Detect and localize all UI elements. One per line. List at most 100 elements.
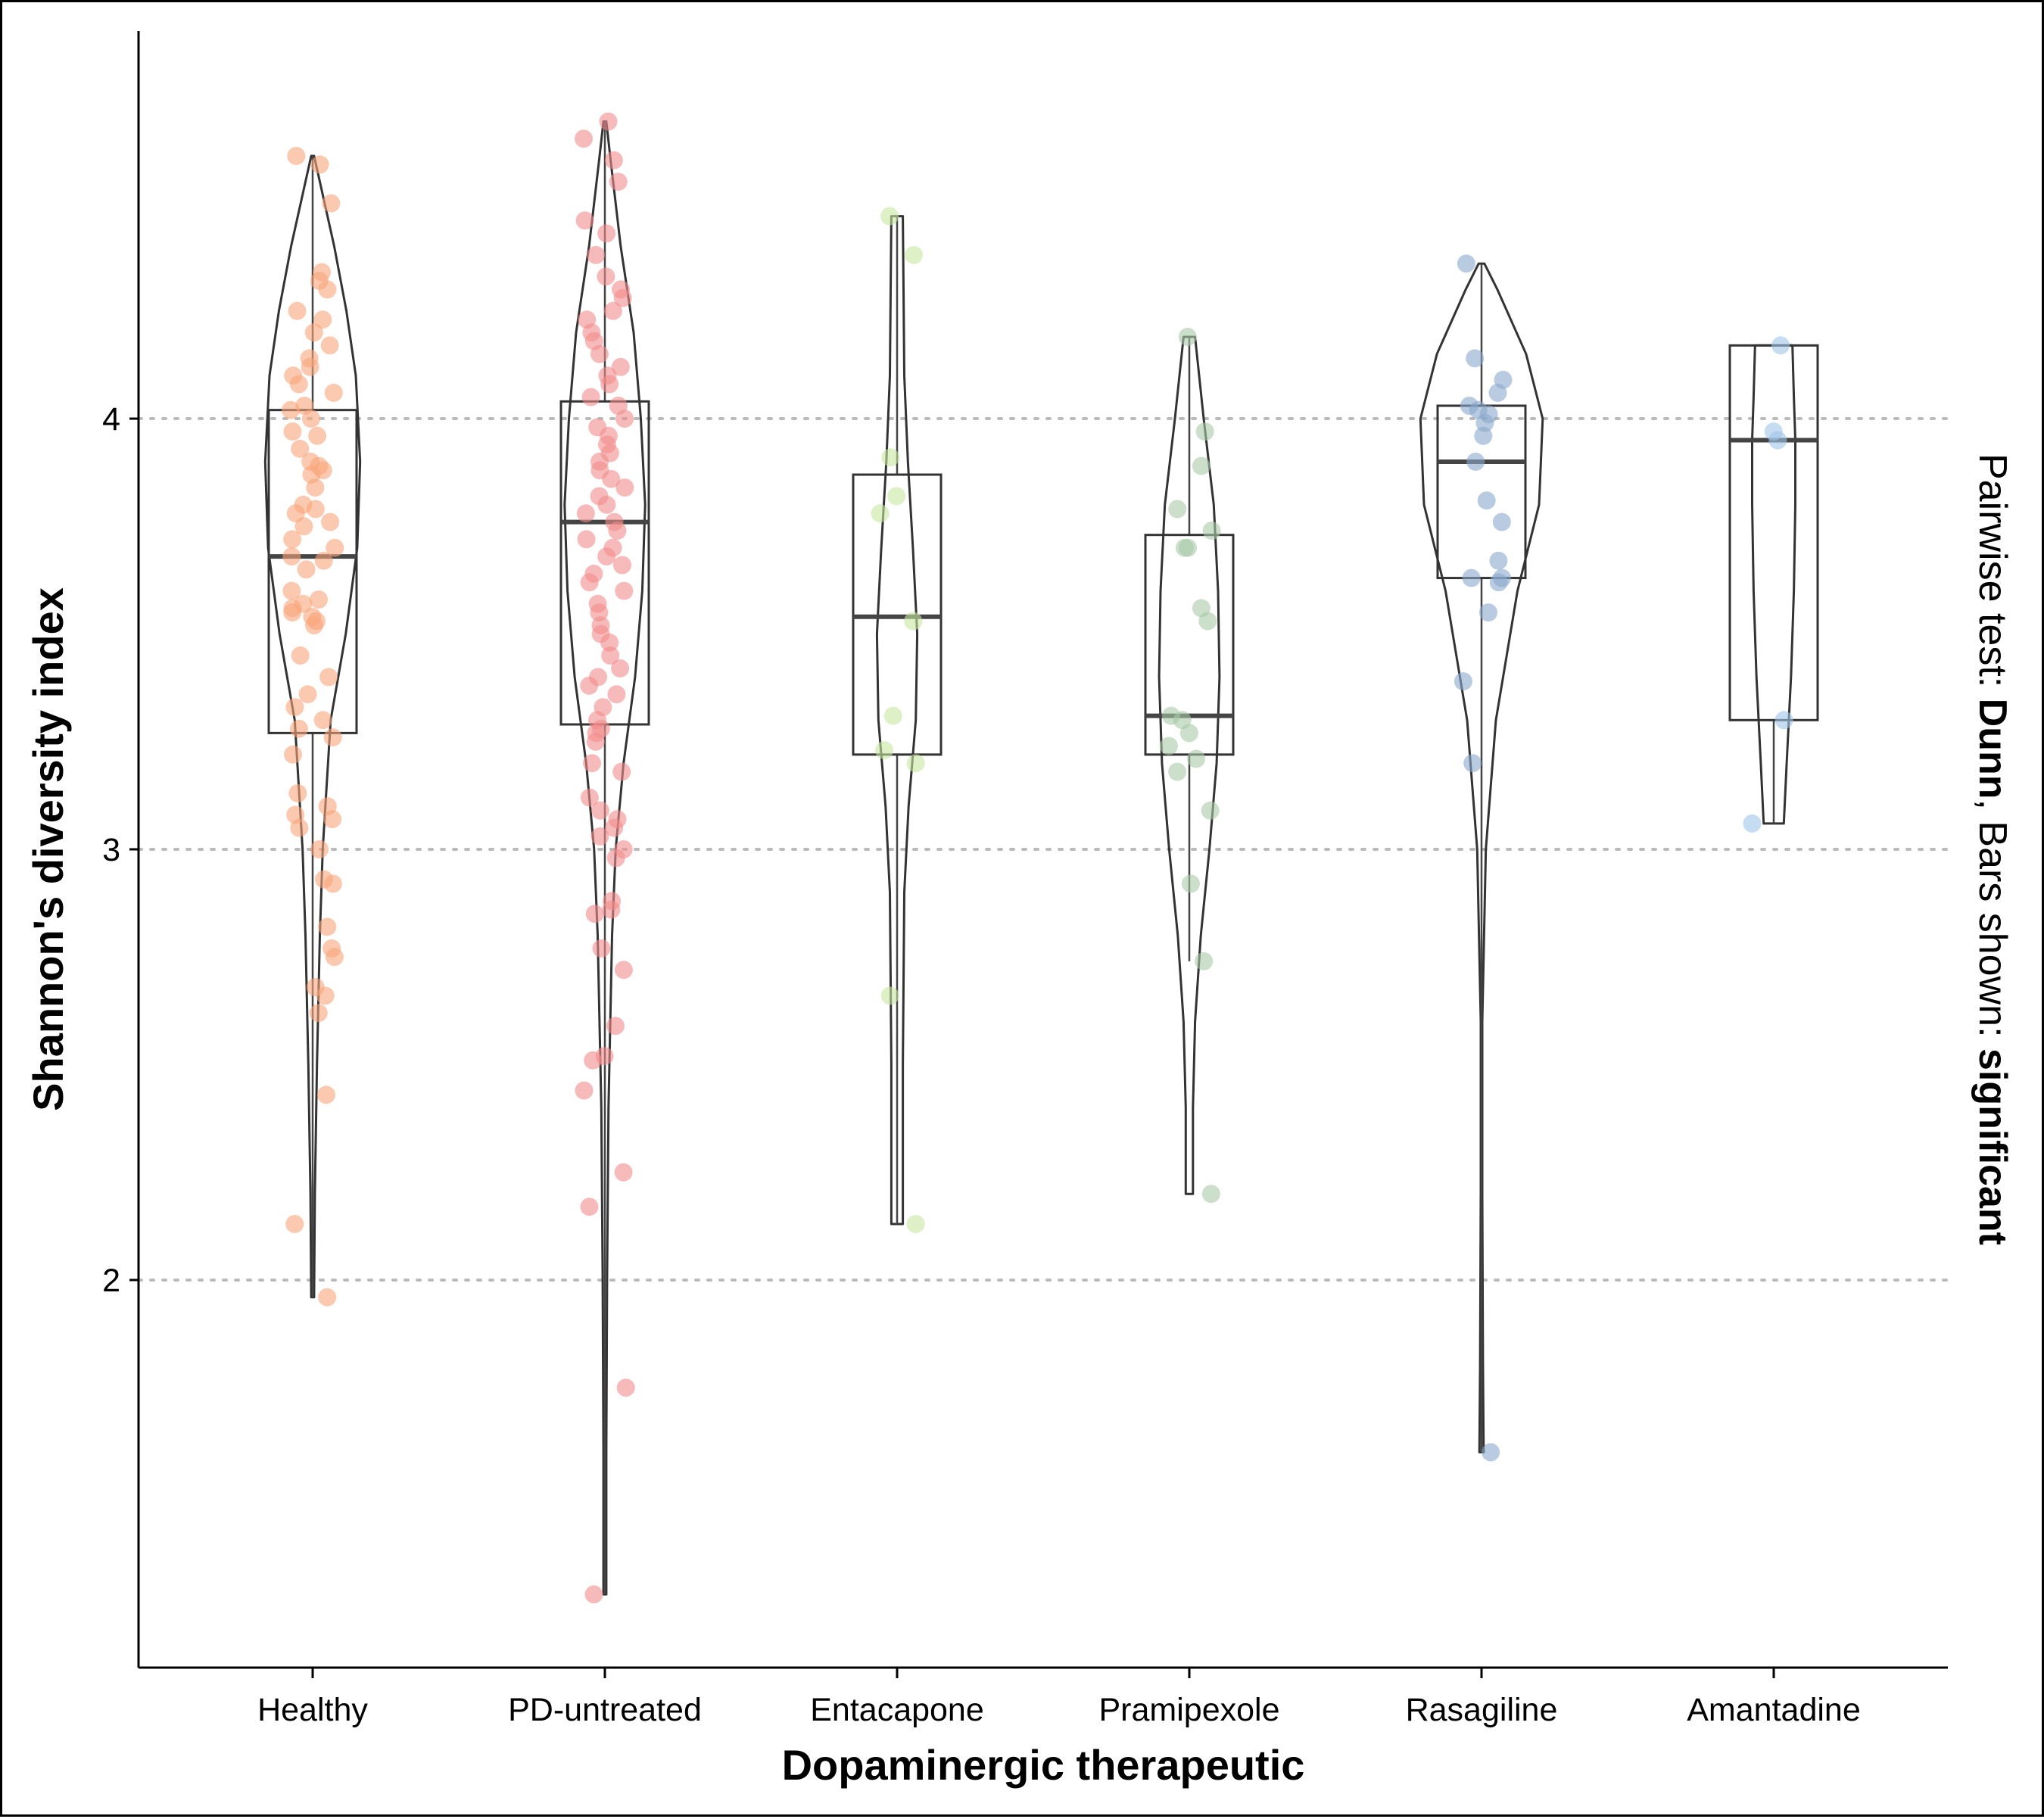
point-1-7 — [606, 1017, 625, 1036]
point-1-1 — [616, 1378, 635, 1397]
point-1-37 — [615, 581, 634, 600]
point-0-3 — [309, 1004, 328, 1023]
point-3-2 — [1182, 874, 1200, 893]
point-1-74 — [609, 173, 628, 192]
point-3-1 — [1195, 952, 1214, 970]
side-note-test: Dunn — [1971, 699, 2014, 799]
point-4-18 — [1466, 349, 1485, 368]
point-0-35 — [282, 547, 301, 566]
point-1-59 — [581, 388, 600, 406]
point-1-61 — [598, 366, 617, 385]
point-0-2 — [317, 1085, 335, 1104]
point-0-10 — [315, 870, 333, 889]
point-3-14 — [1202, 522, 1221, 540]
y-axis-title: Shannon's diversity index — [24, 587, 72, 1111]
y-tick-label-4: 4 — [102, 401, 120, 438]
point-1-66 — [578, 310, 597, 329]
point-2-9 — [905, 245, 923, 264]
point-3-4 — [1168, 762, 1187, 781]
point-1-40 — [613, 556, 631, 575]
point-5-0 — [1743, 814, 1762, 833]
point-2-10 — [880, 207, 899, 226]
point-0-14 — [286, 805, 305, 824]
point-1-19 — [580, 788, 599, 807]
point-0-62 — [288, 301, 307, 320]
point-1-12 — [603, 892, 622, 911]
point-2-4 — [883, 706, 902, 725]
x-tick-label-5: Amantadine — [1687, 1692, 1861, 1728]
point-0-38 — [294, 517, 313, 536]
point-0-30 — [294, 594, 313, 613]
side-note-prefix: Pairwise test: — [1971, 453, 2014, 699]
violins — [263, 120, 1796, 1596]
gridlines — [137, 417, 1949, 1282]
point-1-18 — [591, 801, 609, 820]
point-2-8 — [881, 448, 900, 467]
point-0-48 — [291, 439, 310, 458]
point-0-68 — [287, 147, 306, 165]
point-0-20 — [313, 711, 332, 730]
point-1-49 — [615, 478, 634, 497]
point-0-27 — [303, 607, 322, 626]
point-0-33 — [297, 560, 316, 579]
point-0-5 — [306, 978, 325, 997]
side-note: Pairwise test: Dunn, Bars shown: signifi… — [1971, 453, 2014, 1245]
point-0-1 — [285, 1215, 304, 1233]
point-1-27 — [607, 685, 626, 704]
point-4-3 — [1479, 603, 1497, 622]
point-3-15 — [1168, 500, 1187, 519]
point-1-0 — [584, 1585, 603, 1604]
x-tick-label-3: Pramipexole — [1099, 1692, 1280, 1728]
point-0-37 — [283, 530, 302, 549]
point-0-65 — [313, 263, 332, 282]
point-1-30 — [611, 659, 630, 677]
point-0-56 — [284, 366, 303, 385]
point-3-13 — [1175, 538, 1194, 557]
point-1-67 — [603, 301, 622, 320]
boxplots — [267, 121, 1819, 1595]
point-1-36 — [588, 594, 607, 613]
point-5-1 — [1774, 711, 1793, 730]
point-5-3 — [1764, 422, 1783, 441]
point-1-20 — [612, 762, 631, 781]
point-2-1 — [880, 986, 899, 1005]
violin-0 — [263, 154, 362, 1299]
x-tick-label-4: Rasagiline — [1406, 1692, 1558, 1728]
point-4-6 — [1462, 568, 1481, 587]
point-0-15 — [318, 797, 337, 816]
point-3-9 — [1161, 706, 1180, 725]
point-1-73 — [575, 211, 594, 230]
point-1-46 — [576, 504, 595, 523]
point-3-17 — [1195, 422, 1214, 441]
point-1-31 — [601, 646, 620, 665]
point-1-70 — [597, 267, 615, 286]
point-0-58 — [300, 349, 319, 368]
point-4-7 — [1489, 551, 1508, 570]
point-1-42 — [603, 538, 622, 557]
point-0-8 — [318, 917, 337, 936]
point-4-8 — [1492, 512, 1511, 531]
point-4-17 — [1494, 370, 1513, 389]
point-0-47 — [301, 452, 320, 471]
x-tick-label-1: PD-untreated — [508, 1692, 702, 1728]
point-1-71 — [587, 245, 606, 264]
point-1-15 — [590, 827, 609, 846]
point-0-50 — [283, 422, 302, 441]
point-1-4 — [575, 1081, 594, 1100]
point-1-69 — [612, 280, 630, 299]
point-0-67 — [310, 155, 329, 174]
point-4-0 — [1482, 1443, 1500, 1462]
point-3-0 — [1201, 1185, 1220, 1204]
point-4-5 — [1493, 568, 1511, 587]
y-tick-label-2: 2 — [102, 1263, 120, 1299]
point-0-52 — [282, 400, 300, 419]
side-note-middle: , Bars shown: — [1971, 799, 2014, 1048]
point-0-49 — [308, 426, 327, 445]
point-1-56 — [588, 418, 607, 437]
point-0-54 — [324, 383, 343, 402]
point-1-6 — [595, 1047, 614, 1066]
point-1-8 — [614, 961, 633, 980]
point-0-42 — [294, 495, 313, 514]
point-1-17 — [608, 810, 627, 829]
